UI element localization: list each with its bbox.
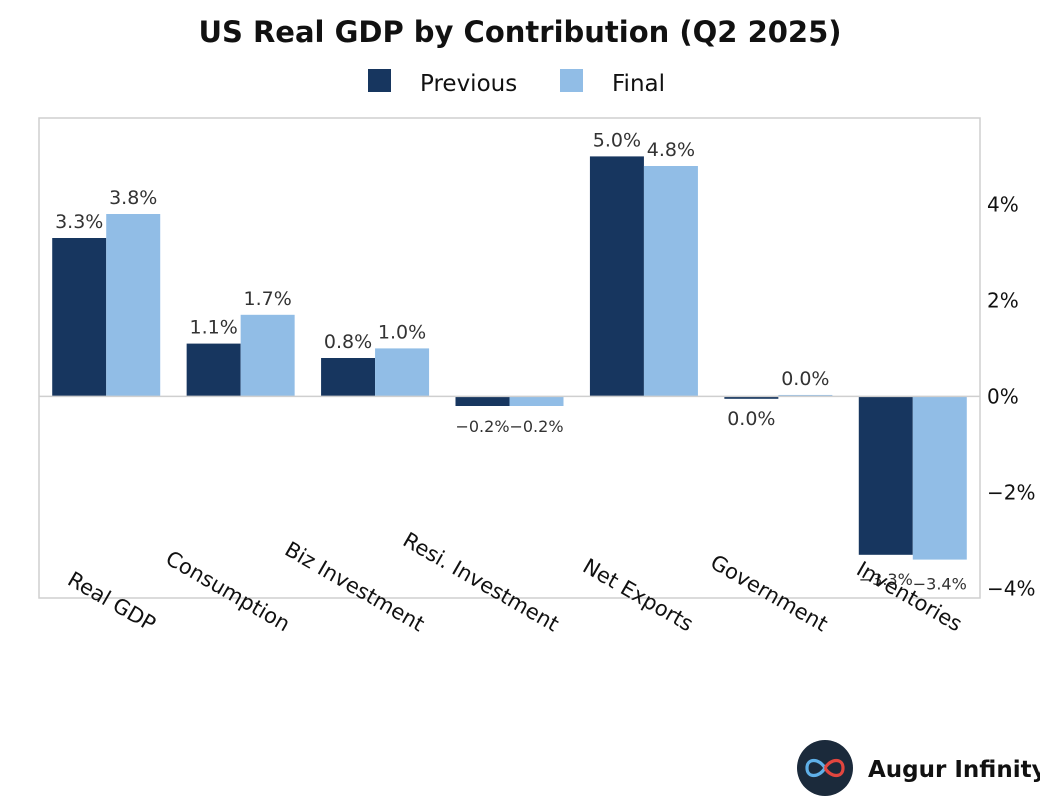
y-tick-label: 0% bbox=[987, 384, 1019, 408]
data-label-previous-inventories: −3.3% bbox=[859, 570, 913, 589]
bar-final-real-gdp bbox=[106, 214, 161, 397]
data-label-final-resi-investment: −0.2% bbox=[509, 417, 563, 436]
data-label-previous-resi-investment: −0.2% bbox=[455, 417, 509, 436]
bar-final-inventories bbox=[912, 396, 967, 560]
y-tick-label: −2% bbox=[987, 480, 1036, 504]
chart-title: US Real GDP by Contribution (Q2 2025) bbox=[198, 15, 841, 49]
bars-layer bbox=[52, 156, 967, 560]
legend-label-final: Final bbox=[612, 71, 665, 97]
brand: Augur Infinity bbox=[797, 740, 1040, 796]
data-label-final-real-gdp: 3.8% bbox=[109, 187, 157, 209]
data-label-previous-real-gdp: 3.3% bbox=[55, 211, 103, 233]
data-label-final-government: 0.0% bbox=[781, 368, 829, 390]
bar-final-consumption bbox=[240, 314, 295, 397]
bar-final-net-exports bbox=[643, 166, 698, 397]
x-tick-label-inventories: Inventories bbox=[852, 557, 966, 637]
x-tick-label-net-exports: Net Exports bbox=[579, 554, 698, 636]
data-label-previous-biz-investment: 0.8% bbox=[324, 331, 372, 353]
legend-swatch-final bbox=[560, 69, 583, 92]
data-label-final-consumption: 1.7% bbox=[244, 288, 292, 310]
bar-previous-government bbox=[724, 396, 779, 399]
brand-name: Augur Infinity bbox=[868, 757, 1040, 783]
bar-previous-real-gdp bbox=[52, 238, 107, 397]
data-label-previous-consumption: 1.1% bbox=[190, 317, 238, 339]
bar-previous-consumption bbox=[186, 343, 241, 397]
bar-final-biz-investment bbox=[375, 348, 430, 397]
legend-swatch-previous bbox=[368, 69, 391, 92]
data-label-previous-net-exports: 5.0% bbox=[593, 129, 641, 151]
y-tick-label: 2% bbox=[987, 288, 1019, 312]
bar-previous-resi-investment bbox=[455, 396, 510, 406]
x-tick-label-real-gdp: Real GDP bbox=[64, 567, 160, 636]
plot-frame bbox=[38, 117, 981, 599]
y-tick-label: 4% bbox=[987, 192, 1019, 216]
bar-previous-net-exports bbox=[589, 156, 644, 397]
infinity-icon bbox=[805, 758, 845, 778]
data-label-final-biz-investment: 1.0% bbox=[378, 321, 426, 343]
data-label-previous-government: 0.0% bbox=[727, 408, 775, 430]
legend-label-previous: Previous bbox=[420, 71, 517, 97]
y-axis: 4% 2% 0% −2% −4% bbox=[987, 192, 1036, 600]
bar-previous-inventories bbox=[858, 396, 913, 555]
bar-previous-biz-investment bbox=[321, 358, 376, 397]
data-labels-layer: 3.3% 3.8% 1.1% 1.7% 0.8% 1.0% −0.2% −0.2% 5.0% 4.… bbox=[55, 129, 967, 593]
x-tick-label-consumption: Consumption bbox=[162, 546, 294, 636]
data-label-final-inventories: −3.4% bbox=[913, 575, 967, 594]
y-tick-label: −4% bbox=[987, 576, 1036, 600]
x-tick-label-government: Government bbox=[706, 550, 831, 636]
legend: Previous Final bbox=[368, 69, 665, 97]
data-label-final-net-exports: 4.8% bbox=[647, 139, 695, 161]
bar-final-resi-investment bbox=[509, 396, 564, 406]
